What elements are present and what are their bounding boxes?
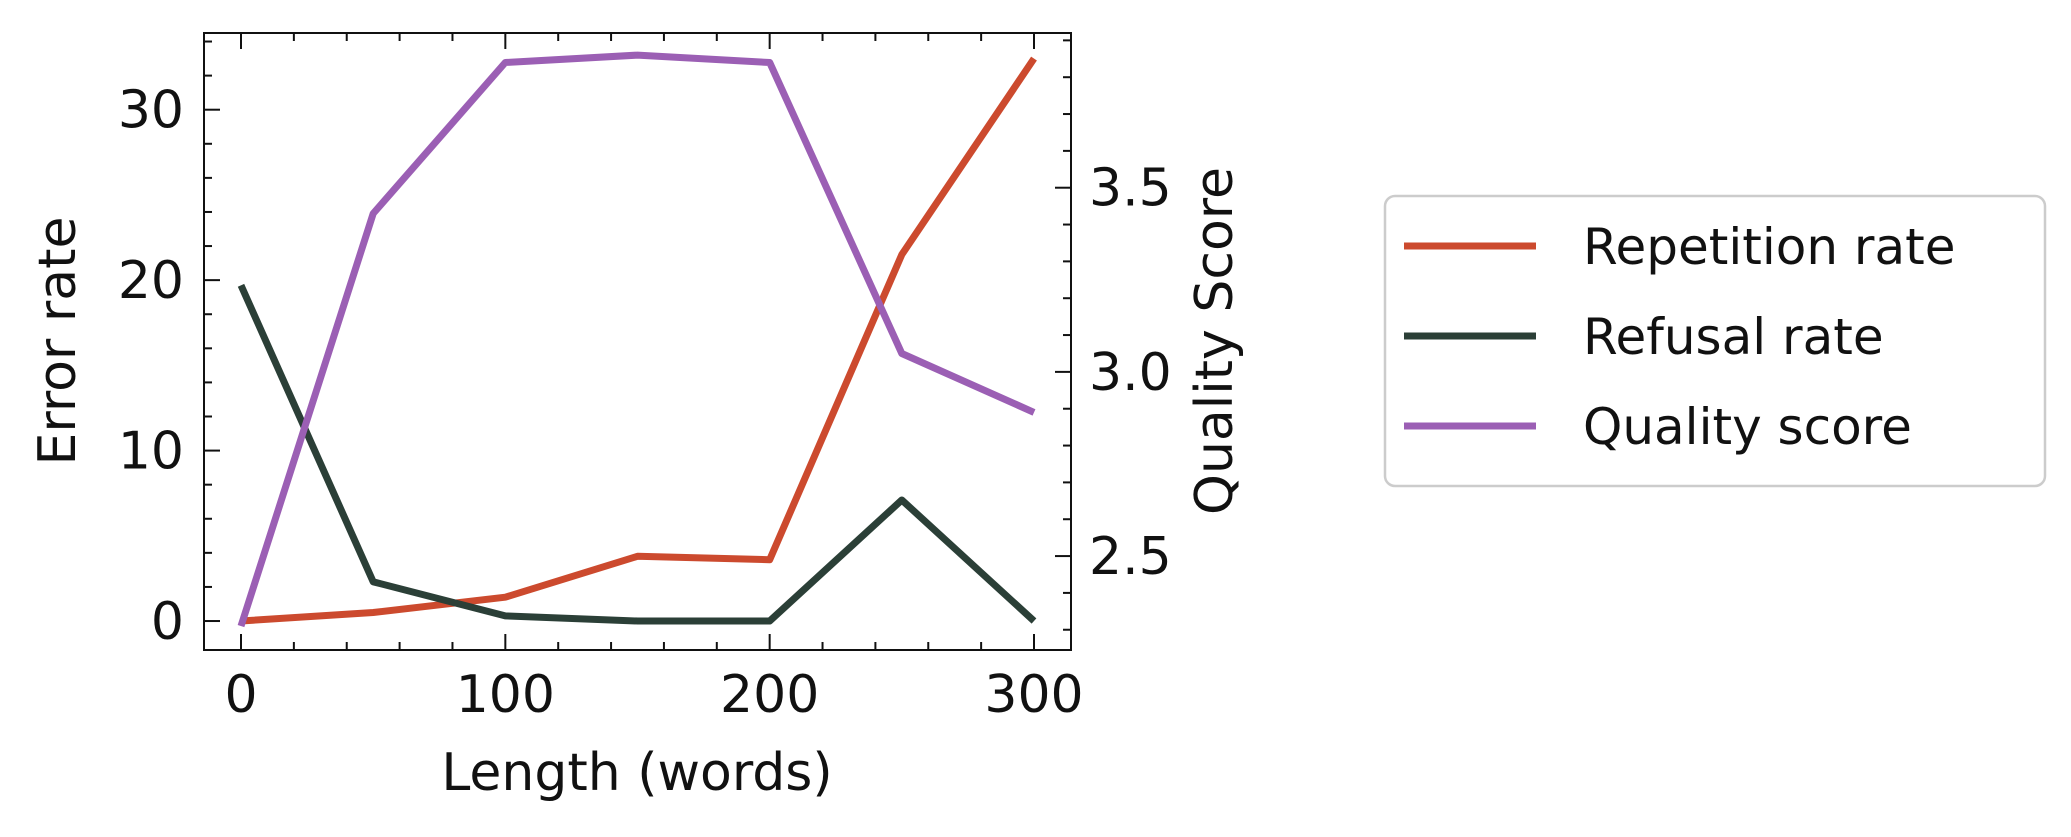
y-left-tick-label: 0 [151,592,184,652]
y-left-tick-label: 10 [118,422,184,482]
plot-frame [203,32,1072,651]
y-left-tick-label: 20 [118,251,184,311]
legend-items: Repetition rate Refusal rate Quality score [1404,218,1956,456]
x-tick-label: 100 [456,665,555,725]
x-tick-label: 0 [224,665,257,725]
y-axis-title-left: Error rate [28,217,88,466]
series-line-refusal-rate [237,283,1037,625]
legend-label: Repetition rate [1583,218,1956,276]
y-right-tick-label: 3.5 [1089,159,1172,219]
series-line-repetition-rate [240,56,1037,625]
y-axis-title-right: Quality Score [1185,167,1245,515]
plot-area: 0 100 200 300 0 10 20 30 2.5 3.0 3.5 [118,32,1172,725]
legend-box [1383,194,2047,488]
legend-label: Quality score [1583,398,1912,456]
x-axis-title: Length (words) [441,743,832,803]
x-tick-label: 300 [984,665,1083,725]
legend-label: Refusal rate [1583,308,1884,366]
series-lines [237,51,1037,628]
axis-ticks: 0 100 200 300 0 10 20 30 2.5 3.0 3.5 [118,33,1172,725]
y-right-tick-label: 3.0 [1089,343,1172,403]
x-tick-label: 200 [720,665,819,725]
legend: Repetition rate Refusal rate Quality score [1383,194,2047,488]
y-right-tick-label: 2.5 [1089,527,1172,587]
y-left-tick-label: 30 [118,81,184,141]
series-line-quality-score [237,51,1036,628]
